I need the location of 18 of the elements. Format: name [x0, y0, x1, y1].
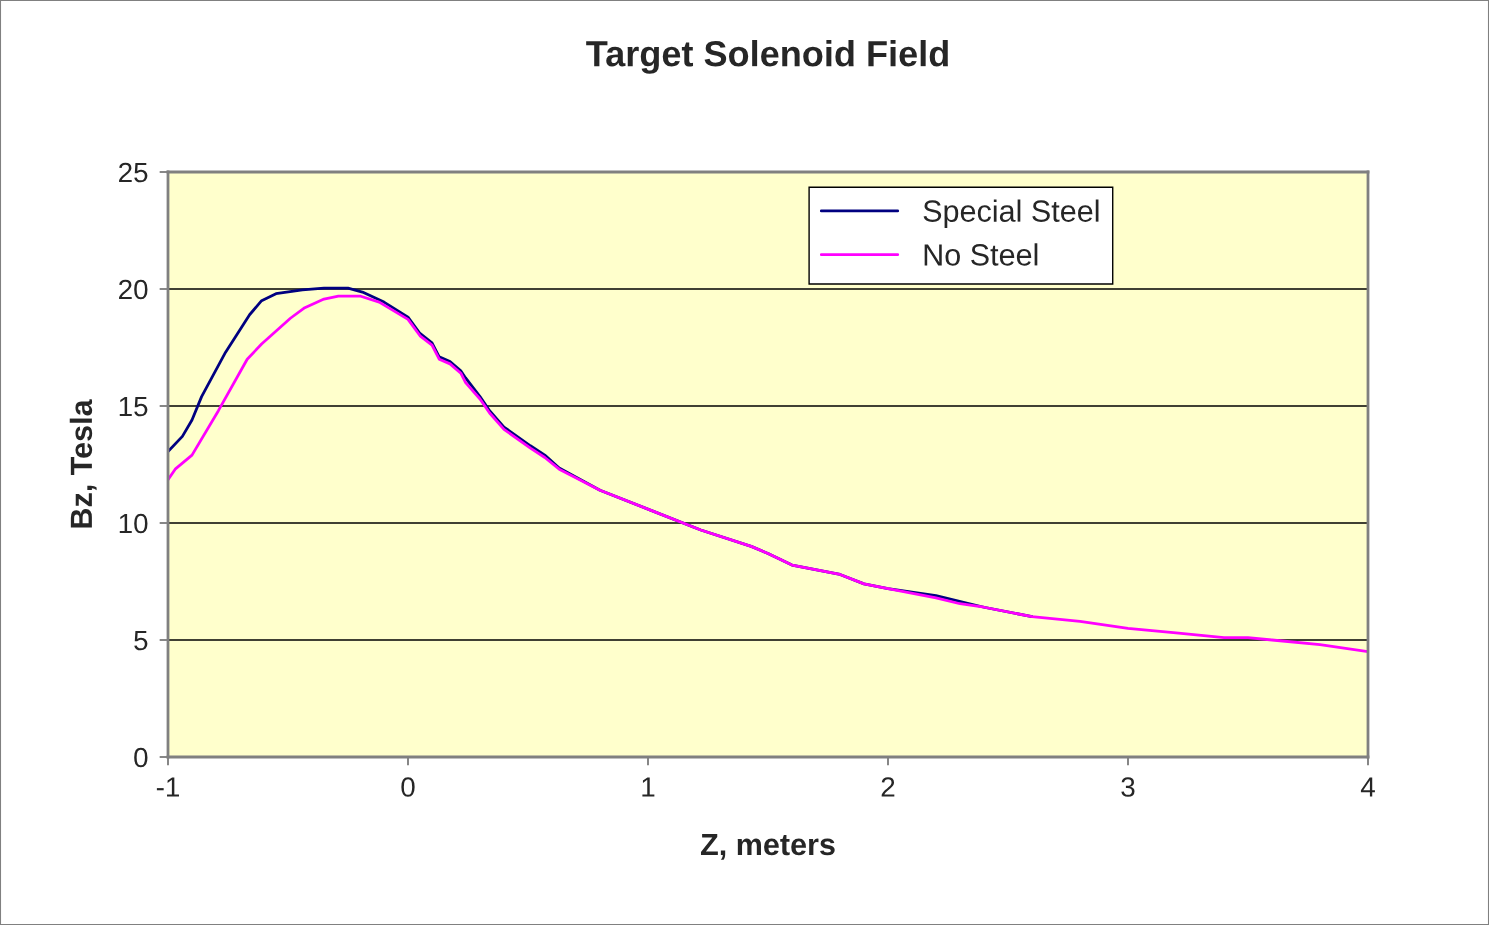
y-tick-label: 10: [119, 513, 148, 534]
x-tick-label: 3: [1121, 777, 1135, 797]
legend-label: No Steel: [924, 243, 1038, 266]
line-series: [168, 294, 1368, 654]
y-tick-label: 0: [134, 747, 148, 768]
y-axis-title: Bz, Tesla: [69, 399, 97, 528]
y-tick-label: 5: [134, 630, 148, 651]
x-tick-label: -1: [156, 777, 179, 797]
x-tick-label: 0: [401, 777, 415, 797]
x-axis-title: Z, meters: [700, 834, 835, 860]
x-tick-label: 1: [642, 777, 655, 797]
chart-title: Target Solenoid Field: [586, 40, 948, 74]
x-tick-label: 4: [1360, 777, 1375, 797]
x-tick-label: 2: [881, 777, 895, 797]
y-tick-label: 15: [119, 396, 148, 417]
legend-label: Special Steel: [923, 199, 1099, 228]
y-tick-label: 20: [119, 279, 148, 300]
y-tick-label: 25: [119, 162, 148, 183]
